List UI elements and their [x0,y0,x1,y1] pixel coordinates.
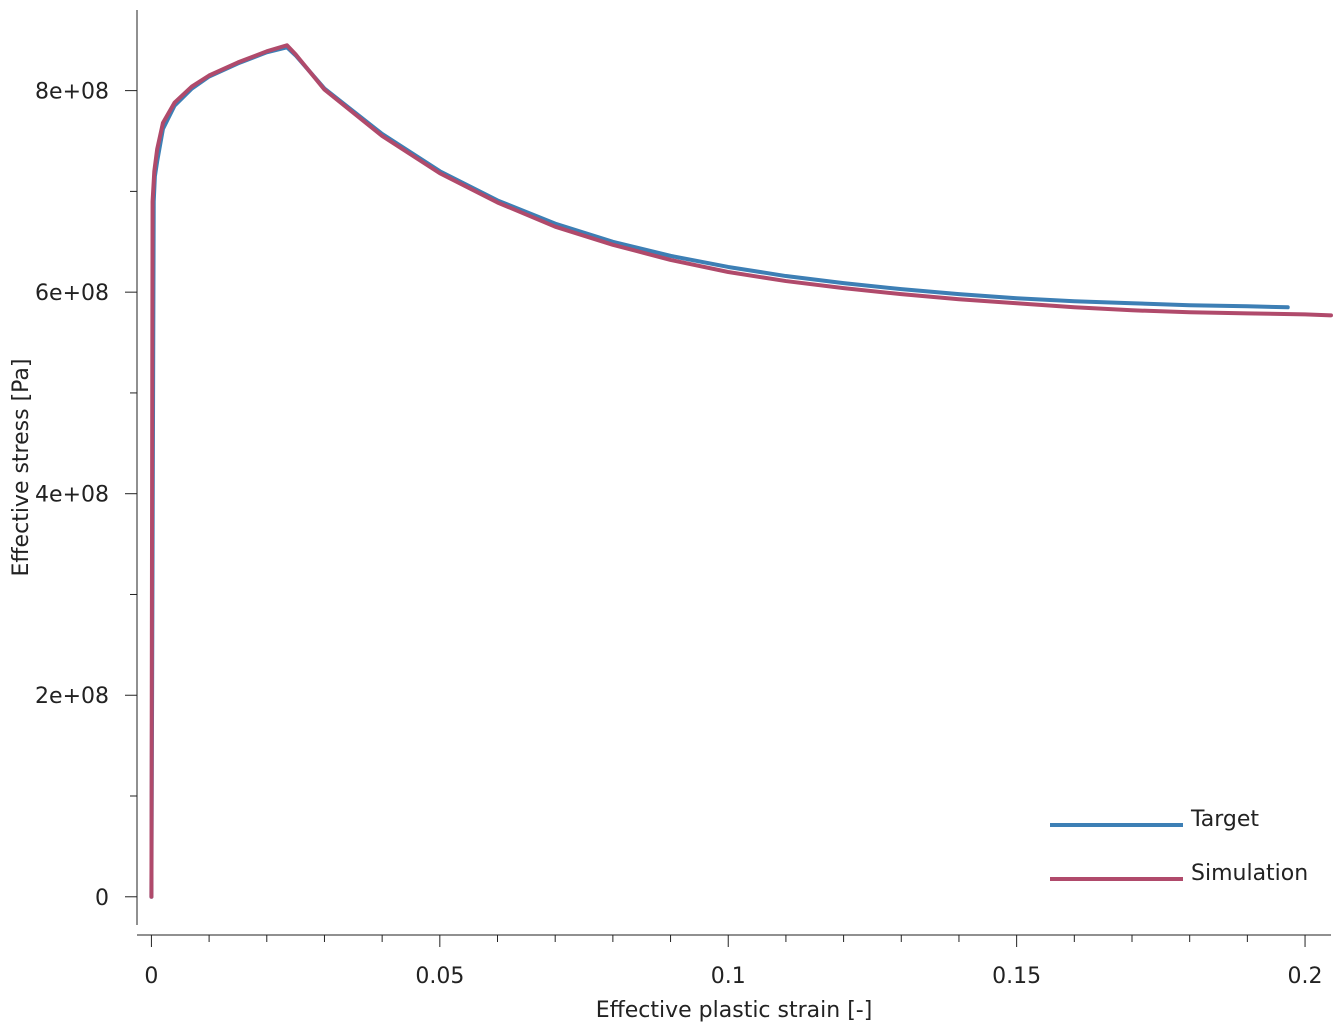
legend: Target Simulation [1050,807,1308,886]
legend-label-simulation: Simulation [1191,861,1308,886]
x-tick-label: 0.1 [711,964,746,989]
y-ticks: 0 2e+08 4e+08 6e+08 8e+08 [35,80,137,911]
series-line-simulation [149,43,1333,899]
y-tick-label: 2e+08 [35,684,109,709]
axes: 0 2e+08 4e+08 6e+08 8e+08 0 0.05 0.1 0.15 0.2 [35,10,1331,989]
y-tick-label: 6e+08 [35,281,109,306]
y-tick-label: 4e+08 [35,483,109,508]
y-tick-label: 8e+08 [35,80,109,105]
y-axis-title: Effective stress [Pa] [9,358,34,576]
legend-label-target: Target [1190,807,1259,832]
x-tick-label: 0.05 [415,964,464,989]
series-group [149,43,1333,899]
x-tick-label: 0.2 [1288,964,1323,989]
series-line-target [149,45,1290,899]
x-tick-label: 0 [144,964,158,989]
y-tick-label: 0 [95,886,109,911]
x-tick-label: 0.15 [992,964,1041,989]
x-ticks: 0 0.05 0.1 0.15 0.2 [144,935,1323,989]
x-axis-title: Effective plastic strain [-] [596,998,873,1023]
